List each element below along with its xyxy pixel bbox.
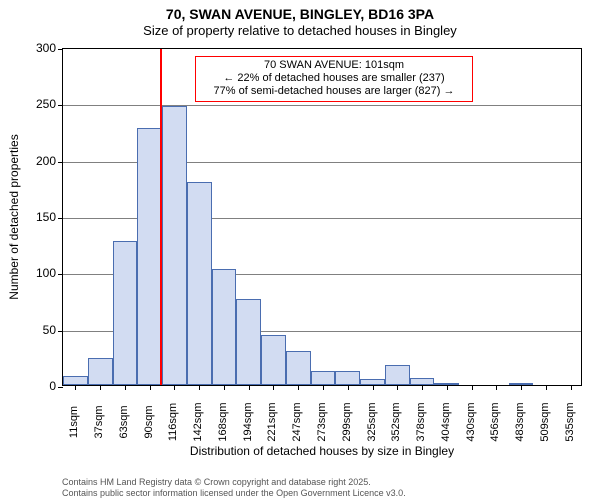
property-marker-line — [160, 49, 162, 385]
x-tick-label: 299sqm — [341, 402, 353, 441]
x-tick-mark — [224, 385, 225, 390]
x-axis-label: Distribution of detached houses by size … — [190, 444, 454, 458]
histogram-bar — [261, 335, 286, 385]
y-tick-mark — [58, 162, 63, 163]
y-tick-mark — [58, 331, 63, 332]
y-tick-label: 0 — [0, 379, 56, 393]
y-tick-label: 300 — [0, 41, 56, 55]
y-tick-mark — [58, 105, 63, 106]
x-tick-label: 142sqm — [192, 402, 204, 441]
x-tick-label: 456sqm — [489, 402, 501, 441]
attribution-line-1: Contains HM Land Registry data © Crown c… — [62, 477, 406, 487]
x-tick-mark — [323, 385, 324, 390]
x-tick-mark — [298, 385, 299, 390]
x-tick-label: 116sqm — [167, 403, 179, 441]
chart-subtitle: Size of property relative to detached ho… — [0, 23, 600, 43]
y-tick-mark — [58, 274, 63, 275]
x-tick-label: 378sqm — [415, 402, 427, 441]
x-tick-label: 509sqm — [539, 402, 551, 441]
x-tick-label: 535sqm — [564, 402, 576, 441]
x-tick-label: 168sqm — [217, 402, 229, 441]
histogram-bar — [311, 371, 336, 385]
x-tick-label: 325sqm — [366, 402, 378, 441]
x-tick-mark — [546, 385, 547, 390]
y-tick-label: 150 — [0, 210, 56, 224]
histogram-bar — [113, 241, 138, 385]
x-tick-mark — [199, 385, 200, 390]
x-tick-mark — [496, 385, 497, 390]
annotation-box: 70 SWAN AVENUE: 101sqm ← 22% of detached… — [195, 56, 473, 102]
x-tick-label: 90sqm — [143, 405, 155, 438]
x-tick-mark — [397, 385, 398, 390]
plot-area: 70 SWAN AVENUE: 101sqm ← 22% of detached… — [62, 48, 582, 386]
x-tick-mark — [273, 385, 274, 390]
chart-title: 70, SWAN AVENUE, BINGLEY, BD16 3PA — [0, 0, 600, 23]
x-tick-label: 194sqm — [242, 402, 254, 441]
histogram-bar — [137, 128, 162, 385]
y-tick-label: 200 — [0, 154, 56, 168]
x-tick-label: 11sqm — [68, 406, 80, 438]
x-tick-label: 483sqm — [514, 402, 526, 441]
x-tick-mark — [249, 385, 250, 390]
x-tick-label: 221sqm — [266, 402, 278, 441]
gridline — [63, 105, 581, 106]
histogram-bar — [212, 269, 237, 385]
x-tick-mark — [174, 385, 175, 390]
x-tick-mark — [373, 385, 374, 390]
annotation-line-1: 70 SWAN AVENUE: 101sqm — [200, 59, 468, 72]
x-tick-label: 37sqm — [93, 405, 105, 438]
attribution-text: Contains HM Land Registry data © Crown c… — [62, 477, 406, 498]
y-tick-mark — [58, 49, 63, 50]
x-tick-mark — [100, 385, 101, 390]
x-tick-mark — [125, 385, 126, 390]
y-tick-mark — [58, 218, 63, 219]
histogram-bar — [286, 351, 311, 385]
histogram-bar — [385, 365, 410, 385]
x-tick-mark — [422, 385, 423, 390]
x-tick-label: 247sqm — [291, 402, 303, 441]
histogram-bar — [162, 106, 187, 385]
x-tick-label: 63sqm — [118, 405, 130, 438]
x-tick-label: 404sqm — [440, 402, 452, 441]
x-tick-mark — [348, 385, 349, 390]
x-tick-mark — [472, 385, 473, 390]
x-tick-mark — [447, 385, 448, 390]
y-tick-label: 50 — [0, 323, 56, 337]
annotation-line-3: 77% of semi-detached houses are larger (… — [200, 85, 468, 98]
y-tick-mark — [58, 387, 63, 388]
histogram-bar — [187, 182, 212, 385]
y-tick-label: 100 — [0, 266, 56, 280]
x-tick-label: 430sqm — [465, 402, 477, 441]
histogram-bar — [63, 376, 88, 385]
histogram-bar — [410, 378, 435, 385]
x-tick-mark — [150, 385, 151, 390]
histogram-bar — [88, 358, 113, 385]
chart-container: 70, SWAN AVENUE, BINGLEY, BD16 3PA Size … — [0, 0, 600, 500]
attribution-line-2: Contains public sector information licen… — [62, 488, 406, 498]
y-tick-label: 250 — [0, 97, 56, 111]
x-tick-label: 352sqm — [390, 402, 402, 441]
histogram-bar — [335, 371, 360, 385]
x-tick-mark — [75, 385, 76, 390]
x-tick-mark — [571, 385, 572, 390]
histogram-bar — [236, 299, 261, 385]
x-tick-mark — [521, 385, 522, 390]
annotation-line-2: ← 22% of detached houses are smaller (23… — [200, 72, 468, 85]
x-tick-label: 273sqm — [316, 402, 328, 441]
